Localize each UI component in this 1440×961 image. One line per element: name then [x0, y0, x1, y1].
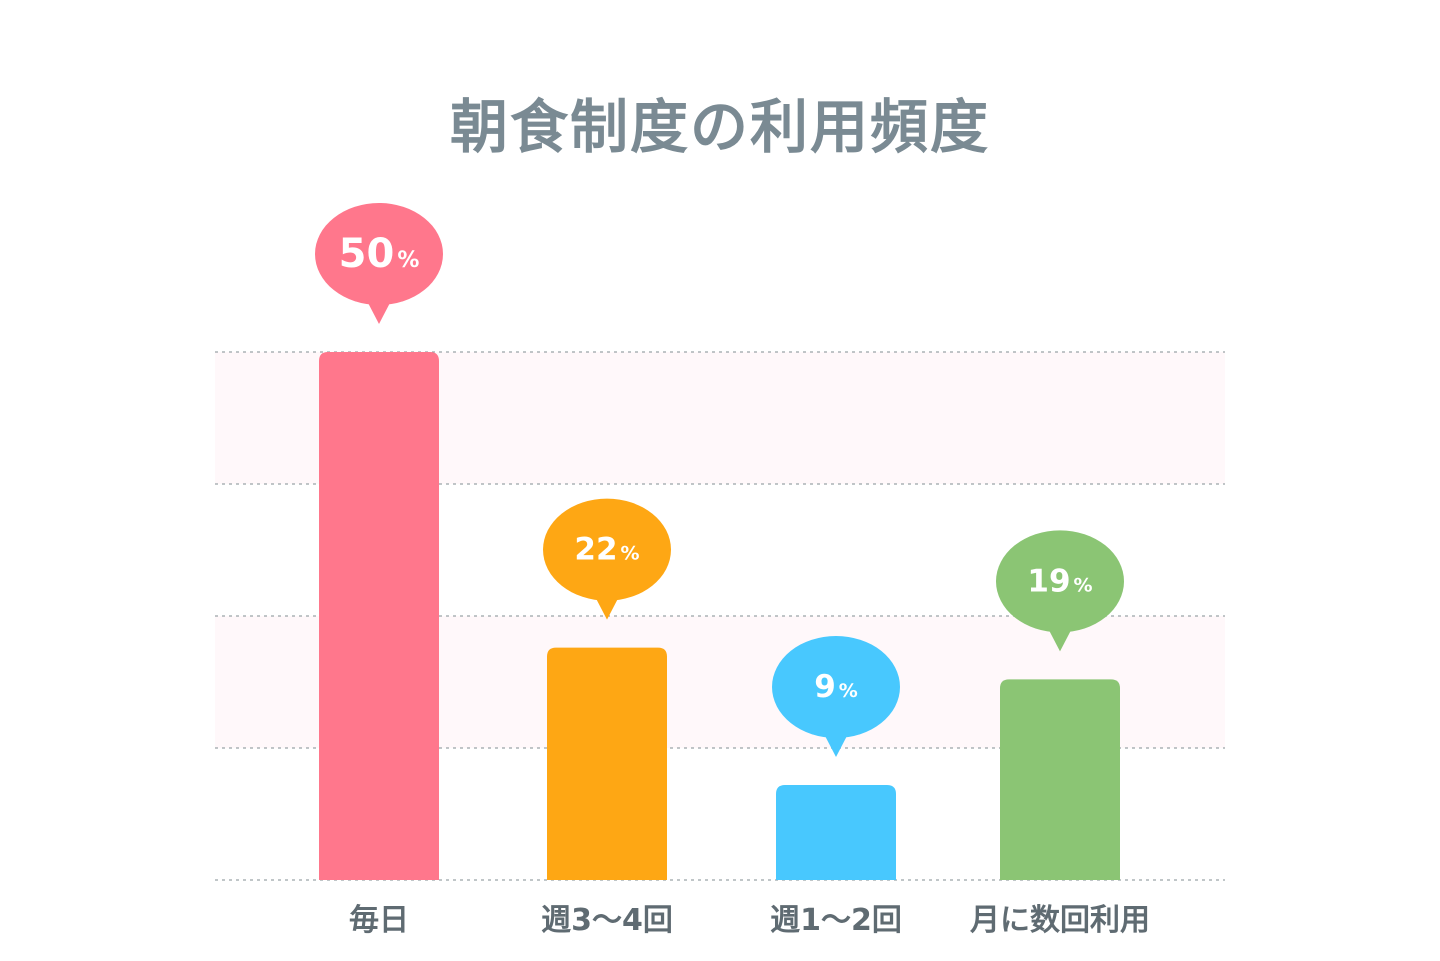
category-label-4: 月に数回利用 [970, 903, 1150, 938]
category-label-1: 毎日 [349, 903, 409, 938]
bubble-tail [823, 731, 849, 757]
data-label-unit: % [621, 543, 640, 565]
data-label: 22% [574, 532, 639, 568]
data-label: 9% [814, 669, 858, 705]
bubble-tail [366, 299, 392, 324]
value-bubble-3: 9% [772, 635, 900, 757]
category-label-2: 週3〜4回 [541, 903, 673, 938]
chart-title: 朝食制度の利用頻度 [449, 93, 990, 161]
bars [319, 352, 1120, 880]
value-bubble-2: 22% [543, 498, 671, 620]
data-label: 19% [1027, 563, 1092, 599]
bar-3 [776, 784, 896, 880]
data-label-value: 22 [574, 532, 617, 568]
category-labels: 毎日 週3〜4回 週1〜2回 月に数回利用 [349, 903, 1150, 938]
data-label-unit: % [1074, 574, 1093, 596]
data-label-value: 50 [339, 231, 395, 277]
bar-1 [319, 352, 439, 880]
value-bubble-1: 50% [315, 203, 443, 324]
value-bubble-4: 19% [996, 530, 1124, 652]
bar-2 [547, 647, 667, 880]
bubble-shape [543, 498, 671, 601]
bubble-shape [996, 530, 1124, 633]
data-label-unit: % [397, 248, 419, 273]
bubble-tail [1047, 626, 1073, 652]
value-bubbles: 50 %22 %9 %19% [315, 203, 1124, 757]
bubble-shape [315, 203, 443, 305]
bubble-tail [594, 594, 620, 620]
bar-4 [1000, 679, 1120, 880]
data-label-value: 19 [1027, 563, 1070, 599]
data-label-value: 9 [814, 669, 836, 705]
category-label-3: 週1〜2回 [770, 903, 902, 938]
bubble-shape [772, 635, 900, 738]
data-label: 50% [339, 231, 420, 277]
data-label-unit: % [839, 680, 858, 702]
